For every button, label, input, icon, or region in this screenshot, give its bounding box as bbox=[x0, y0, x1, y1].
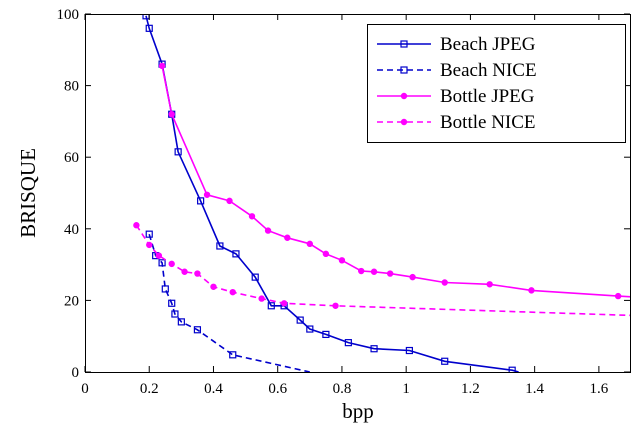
data-point bbox=[528, 287, 535, 294]
legend-label: Bottle NICE bbox=[440, 112, 536, 133]
ticks-layer: 0 0.2 0.4 0.6 0.8 1 1.2 1.4 1.6 0 20 40 60 80 100 bbox=[57, 7, 630, 397]
data-point bbox=[280, 300, 288, 307]
data-point bbox=[284, 234, 291, 241]
y-tick-label: 40 bbox=[64, 222, 79, 238]
data-point bbox=[358, 267, 365, 275]
series-bottle-nice bbox=[133, 222, 631, 317]
data-point bbox=[332, 302, 339, 309]
x-tick-label: 0.8 bbox=[333, 381, 352, 397]
series-layer bbox=[133, 14, 631, 372]
data-point bbox=[322, 330, 330, 339]
data-point bbox=[322, 250, 330, 258]
series-line-bottle-nice bbox=[135, 224, 631, 317]
y-tick-label: 100 bbox=[57, 7, 80, 23]
data-point bbox=[486, 281, 493, 288]
data-point bbox=[168, 299, 176, 307]
series-line-beach-jpeg bbox=[145, 15, 519, 372]
data-point bbox=[248, 213, 256, 220]
data-point bbox=[177, 318, 185, 326]
legend-item-bottle-jpeg: Bottle JPEG bbox=[377, 86, 535, 107]
x-tick-label: 1.4 bbox=[525, 381, 544, 397]
data-point bbox=[197, 197, 205, 205]
data-point bbox=[145, 24, 153, 32]
data-point bbox=[306, 325, 314, 333]
series-bottle-jpeg bbox=[158, 62, 631, 300]
data-point bbox=[168, 111, 175, 118]
y-axis-label: BRISQUE bbox=[16, 148, 40, 238]
y-tick-label: 80 bbox=[64, 79, 79, 95]
legend-marker bbox=[400, 92, 408, 100]
data-point bbox=[203, 191, 211, 198]
series-beach-nice bbox=[145, 230, 310, 372]
data-point bbox=[258, 295, 265, 302]
x-tick-label: 0 bbox=[81, 381, 89, 397]
data-point bbox=[194, 270, 201, 277]
data-point bbox=[338, 257, 346, 264]
legend-item-beach-nice: Beach NICE bbox=[377, 60, 537, 81]
data-point bbox=[174, 148, 182, 156]
x-axis-label: bpp bbox=[342, 399, 374, 423]
data-point bbox=[267, 302, 275, 310]
data-point bbox=[264, 227, 272, 234]
legend-marker bbox=[400, 40, 408, 48]
data-point bbox=[232, 250, 240, 258]
legend-marker bbox=[400, 118, 408, 126]
x-tick-label: 0.2 bbox=[140, 381, 159, 397]
legend-label: Beach NICE bbox=[440, 60, 537, 81]
data-point bbox=[344, 339, 352, 347]
legend-label: Beach JPEG bbox=[440, 34, 536, 55]
data-point bbox=[161, 285, 169, 293]
data-point bbox=[158, 259, 166, 267]
y-tick-label: 0 bbox=[72, 365, 80, 381]
data-point bbox=[386, 270, 394, 277]
data-point bbox=[168, 260, 175, 268]
x-tick-label: 1 bbox=[402, 381, 410, 397]
data-point bbox=[370, 268, 378, 275]
data-point bbox=[614, 292, 622, 300]
data-point bbox=[171, 310, 179, 318]
data-point bbox=[216, 242, 224, 250]
x-tick-label: 1.2 bbox=[461, 381, 480, 397]
data-point bbox=[405, 346, 413, 355]
data-point bbox=[229, 351, 237, 359]
data-point bbox=[370, 345, 378, 353]
data-point bbox=[210, 283, 217, 290]
x-tick-label: 1.6 bbox=[590, 381, 609, 397]
data-point bbox=[508, 366, 516, 372]
legend-marker bbox=[400, 66, 408, 74]
data-point bbox=[296, 316, 304, 324]
data-point bbox=[193, 326, 202, 334]
legend-label: Bottle JPEG bbox=[440, 86, 535, 107]
data-point bbox=[441, 357, 449, 365]
legend-item-bottle-nice: Bottle NICE bbox=[377, 112, 536, 133]
y-tick-label: 60 bbox=[64, 150, 79, 166]
data-point bbox=[155, 252, 163, 259]
data-point bbox=[441, 279, 448, 286]
x-tick-label: 0.6 bbox=[268, 381, 287, 397]
data-point bbox=[229, 288, 236, 296]
data-point bbox=[409, 273, 416, 281]
data-point bbox=[226, 197, 233, 205]
legend-item-beach-jpeg: Beach JPEG bbox=[377, 34, 536, 55]
data-point bbox=[251, 273, 259, 281]
data-point bbox=[145, 230, 153, 238]
data-point bbox=[181, 268, 188, 275]
series-line-beach-nice bbox=[148, 233, 310, 372]
y-tick-label: 20 bbox=[64, 293, 79, 309]
x-tick-label: 0.4 bbox=[204, 381, 223, 397]
data-point bbox=[158, 62, 166, 70]
data-point bbox=[306, 240, 314, 248]
legend: Beach JPEG Beach NICE Bottle JPEG Bottle NI… bbox=[367, 24, 626, 143]
data-point bbox=[146, 241, 153, 249]
data-point bbox=[133, 222, 140, 229]
